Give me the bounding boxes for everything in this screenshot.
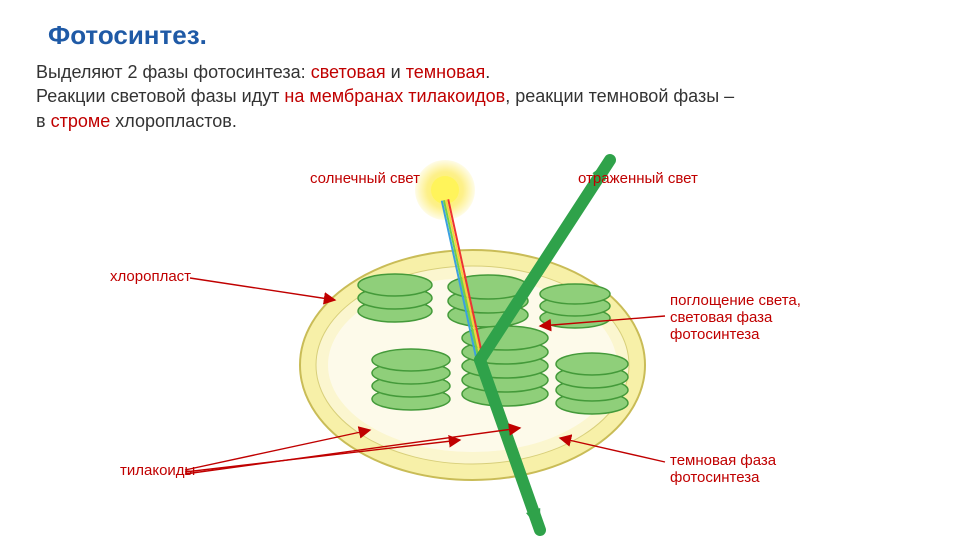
label-darkphase: темновая фазафотосинтеза xyxy=(670,452,776,486)
label-reflected: отраженный свет xyxy=(578,170,698,187)
label-absorption: поглощение света,световая фазафотосинтез… xyxy=(670,292,801,343)
label-thylakoids: тилакоиды xyxy=(120,462,195,479)
label-chloroplast: хлоропласт xyxy=(110,268,191,285)
label-sunlight: солнечный свет xyxy=(310,170,420,187)
